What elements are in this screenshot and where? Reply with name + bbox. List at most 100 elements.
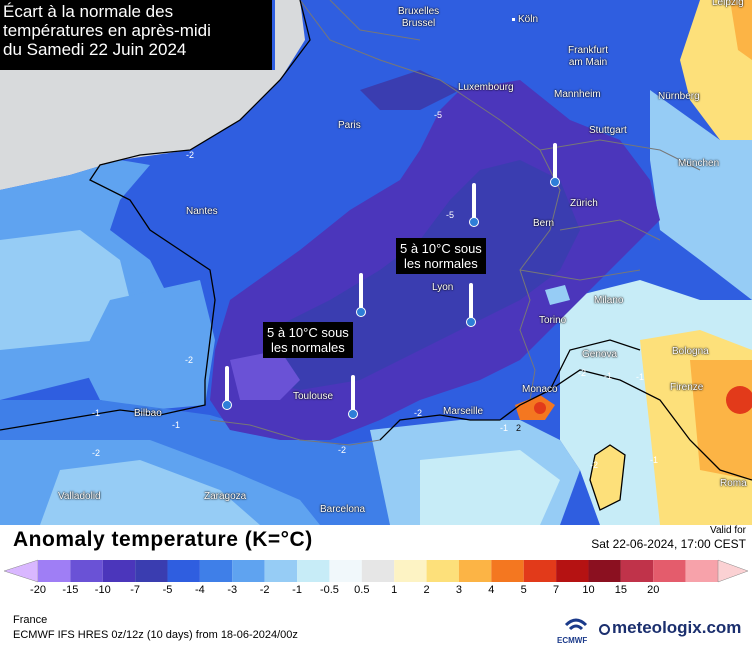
thermometer-icon — [550, 143, 560, 189]
city-monaco: Monaco — [522, 384, 558, 395]
scale-swatch — [523, 560, 557, 582]
brand-label[interactable]: meteologix.com — [612, 618, 742, 637]
scale-tick-label: -5 — [162, 584, 173, 596]
annotation-line: 5 à 10°C sous — [400, 241, 482, 256]
thermometer-icon — [466, 283, 476, 329]
scale-swatch — [167, 560, 200, 582]
valid-label: Valid for — [710, 525, 746, 536]
scale-tick-label: 2 — [423, 584, 430, 596]
city-stuttgart: Stuttgart — [589, 125, 627, 136]
city-nantes: Nantes — [186, 206, 218, 217]
isoline-label: -1 — [650, 455, 659, 465]
scale-swatch — [588, 560, 621, 582]
scale-tick-label: 4 — [488, 584, 495, 596]
title-line-1: Écart à la normale des — [3, 2, 174, 21]
scale-tick-label: 20 — [647, 584, 660, 596]
legend: Anomaly temperature (K=°C) Valid for Sat… — [0, 525, 752, 647]
anomaly-map: Écart à la normale des températures en a… — [0, 0, 752, 525]
isoline-label: -5 — [434, 110, 443, 120]
scale-swatch — [135, 560, 168, 582]
isoline-label: -1 — [172, 420, 181, 430]
scale-tick-label: -1 — [292, 584, 302, 596]
city-marseille: Marseille — [443, 406, 484, 417]
city-milano: Milano — [594, 295, 624, 306]
title-line-2: températures en après-midi — [3, 21, 211, 40]
thermometer-icon — [469, 183, 479, 229]
scale-tick-label: -20 — [30, 584, 46, 596]
city-paris: Paris — [338, 120, 361, 131]
city-bruxelles: Bruxelles Brussel — [398, 6, 440, 29]
city-bologna: Bologna — [672, 346, 709, 357]
scale-swatch — [491, 560, 524, 582]
isoline-label: -5 — [446, 210, 455, 220]
region-label: France — [13, 614, 48, 626]
scale-swatch — [199, 560, 233, 582]
scale-swatch — [653, 560, 686, 582]
scale-swatch — [361, 560, 395, 582]
isoline-label: -2 — [185, 355, 194, 365]
city-bern: Bern — [533, 218, 555, 229]
scale-swatch — [394, 560, 427, 582]
scale-swatch — [297, 560, 330, 582]
city-mannheim: Mannheim — [554, 89, 601, 100]
scale-tick-label: 5 — [520, 584, 527, 596]
annotation-line: les normales — [271, 340, 345, 355]
isoline-label: -1 — [604, 371, 613, 381]
legend-title: Anomaly temperature (K=°C) — [13, 528, 313, 551]
map-title: Écart à la normale des températures en a… — [0, 0, 272, 70]
isoline-label: 2 — [516, 423, 522, 433]
city-zaragoza: Zaragoza — [204, 491, 247, 502]
scale-swatch — [620, 560, 654, 582]
scale-tick-label: 3 — [455, 584, 462, 596]
ecmwf-label: ECMWF — [557, 636, 588, 645]
scale-swatch — [264, 560, 298, 582]
city-zurich: Zürich — [570, 198, 598, 209]
city-luxembourg: Luxembourg — [458, 82, 514, 93]
scale-swatch — [70, 560, 103, 582]
isoline-label: -2 — [186, 150, 195, 160]
valid-time: Sat 22-06-2024, 17:00 CEST — [591, 537, 746, 551]
city-valladolid: Valladolid — [58, 491, 101, 502]
annotation-line: les normales — [404, 256, 478, 271]
city-barcelona: Barcelona — [320, 504, 366, 515]
isoline-label: -2 — [338, 445, 347, 455]
scale-swatch — [685, 560, 718, 582]
isoline-label: -2 — [414, 408, 423, 418]
title-line-3: du Samedi 22 Juin 2024 — [3, 40, 187, 59]
isoline-label: -1 — [500, 423, 509, 433]
scale-tick-label: -0.5 — [319, 584, 339, 596]
scale-tick-label: 1 — [391, 584, 398, 596]
scale-tick-label: -4 — [195, 584, 205, 596]
annotation-box: 5 à 10°C sous les normales — [263, 322, 353, 358]
meteologix-logo-icon — [599, 624, 610, 635]
scale-arrow-right — [717, 559, 749, 583]
scale-tick-label: 15 — [614, 584, 627, 596]
scale-tick-label: -7 — [130, 584, 141, 596]
city-frankfurt: Frankfurt am Main — [568, 45, 609, 68]
city-munchen: München — [678, 158, 720, 169]
scale-tick-label: -15 — [62, 584, 79, 596]
scale-tick-label: 0.5 — [354, 584, 370, 596]
thermometer-icon — [222, 366, 232, 412]
scale-tick-label: -2 — [259, 584, 270, 596]
scale-tick-label: -10 — [94, 584, 111, 596]
isoline-label: -1 — [92, 408, 101, 418]
ecmwf-logo-icon — [564, 618, 588, 631]
color-scale — [3, 559, 749, 583]
scale-tick-label: 7 — [553, 584, 560, 596]
isoline-label: -2 — [578, 368, 587, 378]
scale-swatch — [426, 560, 459, 582]
city-lyon: Lyon — [432, 282, 454, 293]
city-toulouse: Toulouse — [293, 391, 334, 402]
annotation-line: 5 à 10°C sous — [267, 325, 349, 340]
thermometer-icon — [348, 375, 358, 421]
isoline-label: -2 — [92, 448, 101, 458]
city-leipzig: Leipzig — [712, 0, 744, 8]
map-background — [0, 0, 752, 525]
scale-swatch — [38, 560, 71, 582]
model-info: ECMWF IFS HRES 0z/12z (10 days) from 18-… — [13, 629, 298, 641]
thermometer-icon — [356, 273, 366, 319]
annotation-box: 5 à 10°C sous les normales — [396, 238, 486, 274]
isoline-label: -1 — [636, 372, 645, 382]
city-bilbao: Bilbao — [134, 408, 162, 419]
